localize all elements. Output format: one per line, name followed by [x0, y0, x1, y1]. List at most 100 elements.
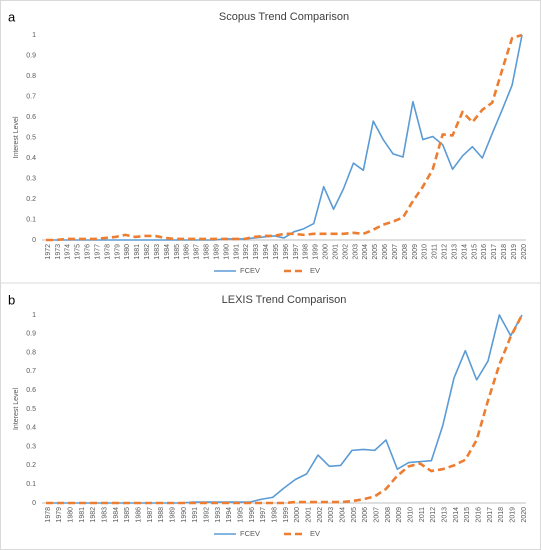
x-tick-label: 1991 [233, 244, 240, 260]
x-tick-label: 1988 [158, 507, 165, 523]
x-tick-label: 2006 [362, 507, 369, 523]
x-tick-label: 1993 [215, 507, 222, 523]
legend-label: FCEV [240, 529, 260, 538]
x-tick-label: 2003 [352, 244, 359, 260]
x-tick-label: 1982 [144, 244, 151, 260]
x-tick-label: 1999 [283, 507, 290, 523]
x-tick-label: 1978 [104, 244, 111, 260]
x-tick-label: 2010 [408, 507, 415, 523]
legend-label: EV [310, 529, 320, 538]
x-tick-label: 1972 [45, 244, 52, 260]
x-tick-label: 1994 [263, 244, 270, 260]
y-tick-label: 0.7 [26, 368, 36, 375]
x-tick-label: 1985 [174, 244, 181, 260]
x-tick-label: 1997 [293, 244, 300, 260]
x-tick-label: 2008 [402, 244, 409, 260]
x-tick-label: 1986 [184, 244, 191, 260]
y-tick-label: 0.7 [26, 93, 36, 100]
y-tick-label: 0.8 [26, 349, 36, 356]
panel-label: a [8, 9, 16, 24]
x-tick-label: 1981 [134, 244, 141, 260]
x-tick-label: 1989 [213, 244, 220, 260]
x-tick-label: 2006 [382, 244, 389, 260]
x-tick-label: 2015 [471, 244, 478, 260]
x-tick-label: 2007 [374, 507, 381, 523]
x-tick-label: 2005 [372, 244, 379, 260]
x-tick-label: 1992 [204, 507, 211, 523]
x-tick-label: 1983 [102, 507, 109, 523]
x-tick-label: 1999 [313, 244, 320, 260]
y-tick-label: 0.6 [26, 387, 36, 394]
x-tick-label: 2002 [317, 507, 324, 523]
y-tick-label: 0.1 [26, 481, 36, 488]
x-tick-label: 2017 [491, 244, 498, 260]
y-axis-label: Interest Level [13, 116, 20, 158]
x-tick-label: 2012 [430, 507, 437, 523]
x-tick-label: 1983 [154, 244, 161, 260]
x-tick-label: 1991 [192, 507, 199, 523]
x-tick-label: 2009 [412, 244, 419, 260]
x-tick-label: 1993 [253, 244, 260, 260]
x-tick-label: 1977 [94, 244, 101, 260]
y-tick-label: 1 [32, 32, 36, 39]
x-tick-label: 1998 [303, 244, 310, 260]
x-tick-label: 1987 [147, 507, 154, 523]
y-tick-label: 0.5 [26, 134, 36, 141]
series-line [46, 34, 523, 241]
x-tick-label: 2020 [521, 507, 528, 523]
x-tick-label: 2000 [294, 507, 301, 523]
x-tick-label: 2002 [342, 244, 349, 260]
y-tick-label: 0.6 [26, 114, 36, 121]
legend-label: EV [310, 266, 320, 275]
x-tick-label: 1990 [181, 507, 188, 523]
x-tick-label: 1995 [238, 507, 245, 523]
x-tick-label: 1989 [170, 507, 177, 523]
x-tick-label: 1978 [45, 507, 52, 523]
x-tick-label: 2009 [396, 507, 403, 523]
y-tick-label: 0.4 [26, 155, 36, 162]
y-tick-label: 0.3 [26, 175, 36, 182]
x-tick-label: 2007 [392, 244, 399, 260]
x-tick-label: 1974 [65, 244, 72, 260]
y-tick-label: 0.3 [26, 443, 36, 450]
x-tick-label: 2010 [422, 244, 429, 260]
x-tick-label: 1979 [56, 507, 63, 523]
x-tick-label: 2013 [451, 244, 458, 260]
chart-title: Scopus Trend Comparison [219, 11, 349, 23]
x-tick-label: 2008 [385, 507, 392, 523]
y-tick-label: 0 [32, 237, 36, 244]
x-tick-label: 1980 [68, 507, 75, 523]
x-tick-label: 1985 [124, 507, 131, 523]
x-tick-label: 2019 [511, 244, 518, 260]
x-tick-label: 2019 [510, 507, 517, 523]
x-tick-label: 2016 [476, 507, 483, 523]
y-tick-label: 0.2 [26, 462, 36, 469]
x-tick-label: 2018 [498, 507, 505, 523]
x-tick-label: 2003 [328, 507, 335, 523]
y-tick-label: 1 [32, 312, 36, 319]
x-tick-label: 1998 [272, 507, 279, 523]
x-tick-label: 1973 [55, 244, 62, 260]
y-tick-label: 0.4 [26, 425, 36, 432]
x-tick-label: 2016 [481, 244, 488, 260]
series-line [46, 33, 523, 242]
x-tick-label: 1984 [113, 507, 120, 523]
x-tick-label: 1979 [114, 244, 121, 260]
x-tick-label: 2013 [442, 507, 449, 523]
x-tick-label: 2014 [461, 244, 468, 260]
y-tick-label: 0.9 [26, 331, 36, 338]
x-tick-label: 1990 [223, 244, 230, 260]
x-tick-label: 2014 [453, 507, 460, 523]
x-tick-label: 1994 [226, 507, 233, 523]
chart-title: LEXIS Trend Comparison [222, 294, 347, 306]
y-tick-label: 0.8 [26, 73, 36, 80]
y-tick-label: 0 [32, 500, 36, 507]
x-tick-label: 1975 [75, 244, 82, 260]
series-line [46, 314, 523, 504]
x-tick-label: 1988 [204, 244, 211, 260]
x-tick-label: 2011 [419, 507, 426, 522]
x-tick-label: 1992 [243, 244, 250, 260]
x-tick-label: 1996 [283, 244, 290, 260]
x-tick-label: 2020 [521, 244, 528, 260]
x-tick-label: 2015 [464, 507, 471, 523]
